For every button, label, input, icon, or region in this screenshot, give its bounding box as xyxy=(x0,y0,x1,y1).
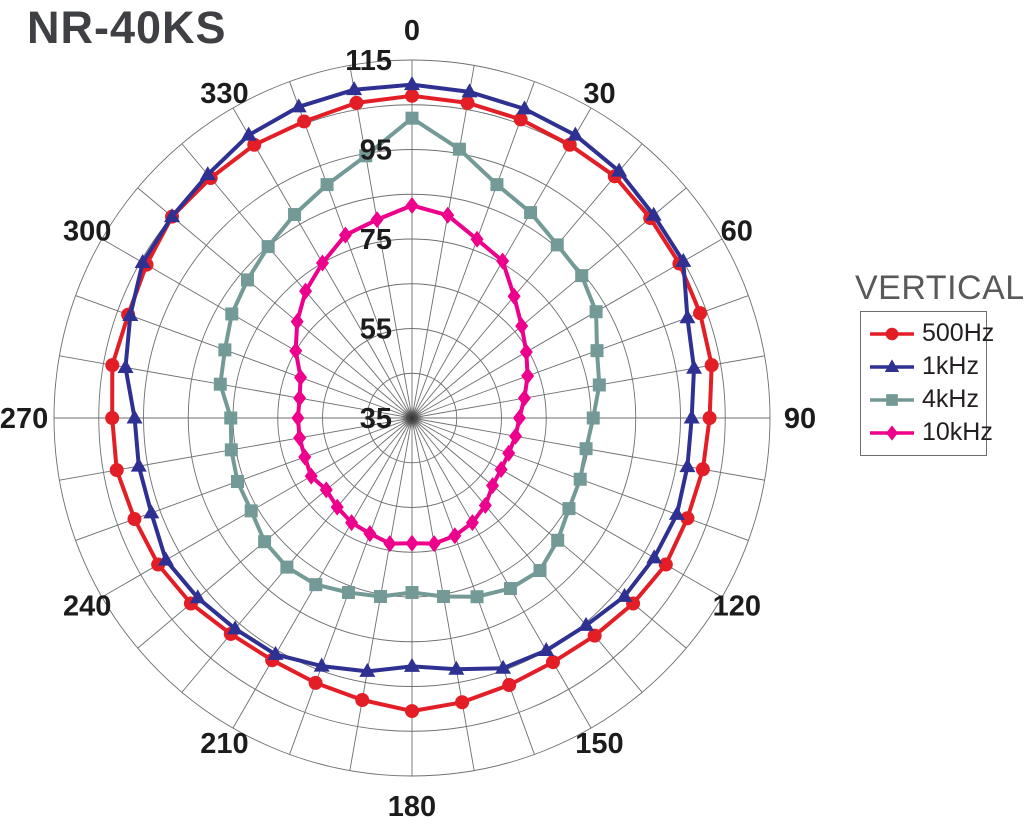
radial-label-75: 75 xyxy=(360,224,392,256)
circle-marker-icon xyxy=(870,327,914,340)
angle-label-90: 90 xyxy=(784,403,816,435)
diamond-marker-icon xyxy=(870,424,914,441)
radial-labels: 35 55 75 95 115 xyxy=(345,45,392,435)
legend-item-4khz: 4kHz xyxy=(869,383,980,416)
angle-labels: 0 30 60 90 120 150 180 210 240 270 300 330 xyxy=(0,15,816,823)
legend-item-10khz: 10kHz xyxy=(869,416,993,449)
square-marker-icon xyxy=(870,393,914,406)
angle-label-210: 210 xyxy=(200,728,248,760)
series-10khz xyxy=(289,196,535,553)
series-layer xyxy=(105,76,719,719)
polar-grid xyxy=(53,59,771,777)
angle-label-150: 150 xyxy=(575,728,623,760)
angle-label-60: 60 xyxy=(721,216,753,248)
series-1khz xyxy=(117,76,703,677)
angle-label-330: 330 xyxy=(200,78,248,110)
legend-item-label: 500Hz xyxy=(922,319,995,347)
radial-label-115: 115 xyxy=(345,45,392,77)
angle-label-120: 120 xyxy=(713,591,761,623)
legend-item-label: 10kHz xyxy=(922,418,993,446)
angle-label-240: 240 xyxy=(63,591,111,623)
angle-label-0: 0 xyxy=(404,15,420,47)
legend: 500Hz 1kHz 4kHz 10kHz xyxy=(860,311,994,456)
legend-item-label: 1kHz xyxy=(922,352,979,380)
center-hub xyxy=(400,406,424,430)
radial-label-55: 55 xyxy=(360,314,392,346)
angle-label-180: 180 xyxy=(388,791,436,823)
legend-item-1khz: 1kHz xyxy=(869,350,980,383)
series-4khz xyxy=(213,111,606,604)
legend-item-label: 4kHz xyxy=(922,385,979,413)
angle-label-270: 270 xyxy=(0,403,48,435)
legend-item-500hz: 500Hz xyxy=(869,317,994,350)
radial-label-35: 35 xyxy=(360,403,392,435)
page-title: NR-40KS xyxy=(27,2,227,53)
legend-title: VERTICAL xyxy=(855,269,1024,307)
axis-labels: 0 30 60 90 120 150 180 210 240 270 300 330 35 55 75 95 1… xyxy=(0,15,816,823)
angle-label-30: 30 xyxy=(583,78,615,110)
angle-label-300: 300 xyxy=(63,216,111,248)
radial-label-95: 95 xyxy=(360,135,392,167)
triangle-marker-icon xyxy=(870,358,914,372)
